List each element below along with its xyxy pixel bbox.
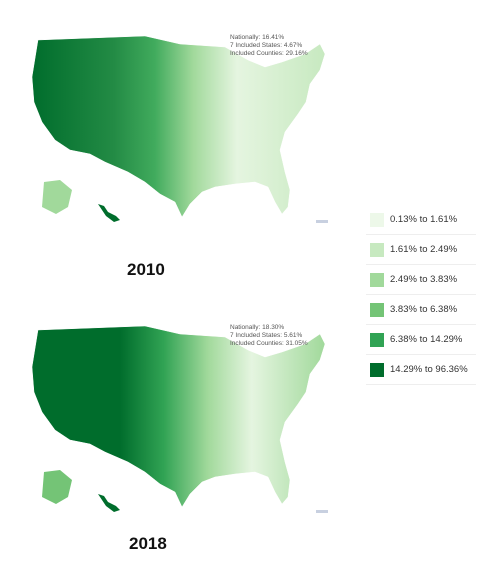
us-county-map-2018 [31, 325, 328, 513]
legend-swatch [370, 332, 384, 347]
legend-swatch [370, 272, 384, 287]
counties-stat: Included Counties: 31.05% [230, 340, 308, 347]
legend-label: 3.83% to 6.38% [390, 304, 458, 315]
year-label-2018: 2018 [129, 534, 167, 553]
legend-item: 2.49% to 3.83% [366, 265, 476, 295]
legend-label: 1.61% to 2.49% [390, 244, 458, 255]
map-2018: Nationally: 18.30% 7 Included States: 5.… [20, 312, 360, 532]
states-stat: 7 Included States: 4.67% [230, 42, 303, 49]
alaska-2018 [42, 470, 72, 504]
legend: 0.13% to 1.61% 1.61% to 2.49% 2.49% to 3… [366, 205, 476, 385]
national-stat: Nationally: 16.41% [230, 34, 285, 41]
legend-item: 14.29% to 96.36% [366, 355, 476, 385]
legend-item: 0.13% to 1.61% [366, 205, 476, 235]
legend-swatch [370, 362, 384, 377]
legend-swatch [370, 302, 384, 317]
hawaii-2018 [98, 494, 120, 512]
legend-label: 6.38% to 14.29% [390, 334, 463, 345]
map-2010: Nationally: 16.41% 7 Included States: 4.… [20, 22, 360, 242]
legend-swatch [370, 212, 384, 227]
puerto-rico-2018 [316, 510, 328, 513]
stats-box-2010: Nationally: 16.41% 7 Included States: 4.… [230, 34, 308, 58]
national-stat: Nationally: 18.30% [230, 324, 285, 331]
contiguous-us-2018 [31, 325, 326, 508]
puerto-rico-2010 [316, 220, 328, 223]
legend-label: 0.13% to 1.61% [390, 214, 458, 225]
legend-swatch [370, 242, 384, 257]
counties-stat: Included Counties: 29.16% [230, 50, 308, 57]
alaska-2010 [42, 180, 72, 214]
states-stat: 7 Included States: 5.61% [230, 332, 303, 339]
hawaii-2010 [98, 204, 120, 222]
legend-item: 6.38% to 14.29% [366, 325, 476, 355]
us-county-map-2010 [31, 35, 328, 223]
legend-item: 1.61% to 2.49% [366, 235, 476, 265]
year-label-2010: 2010 [127, 260, 165, 279]
stats-box-2018: Nationally: 18.30% 7 Included States: 5.… [230, 324, 308, 348]
legend-label: 14.29% to 96.36% [390, 364, 468, 375]
contiguous-us-2010 [31, 35, 326, 218]
legend-label: 2.49% to 3.83% [390, 274, 458, 285]
legend-item: 3.83% to 6.38% [366, 295, 476, 325]
